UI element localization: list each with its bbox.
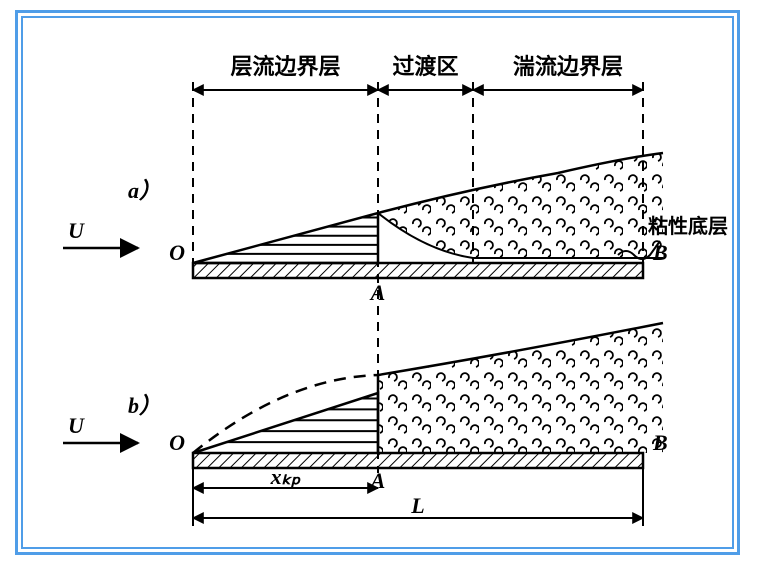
svg-text:U: U: [68, 218, 85, 243]
svg-text:a）: a）: [128, 178, 161, 203]
boundary-layer-diagram: 层流边界层 过渡区 湍流边界层粘性底层 a） U O A Bb） U O A Bxₖₚ L: [23, 18, 732, 547]
svg-text:过渡区: 过渡区: [392, 54, 458, 79]
svg-text:湍流边界层: 湍流边界层: [513, 54, 623, 79]
svg-text:b）: b）: [128, 393, 161, 418]
svg-text:O: O: [169, 240, 185, 265]
svg-text:A: A: [369, 468, 386, 493]
svg-text:A: A: [369, 280, 386, 305]
svg-text:层流边界层: 层流边界层: [230, 54, 340, 79]
svg-text:B: B: [652, 430, 668, 455]
svg-text:B: B: [652, 240, 668, 265]
svg-text:U: U: [68, 413, 85, 438]
svg-text:xₖₚ: xₖₚ: [270, 464, 301, 489]
svg-text:粘性底层: 粘性底层: [648, 214, 728, 238]
svg-text:O: O: [169, 430, 185, 455]
svg-text:L: L: [410, 493, 424, 518]
